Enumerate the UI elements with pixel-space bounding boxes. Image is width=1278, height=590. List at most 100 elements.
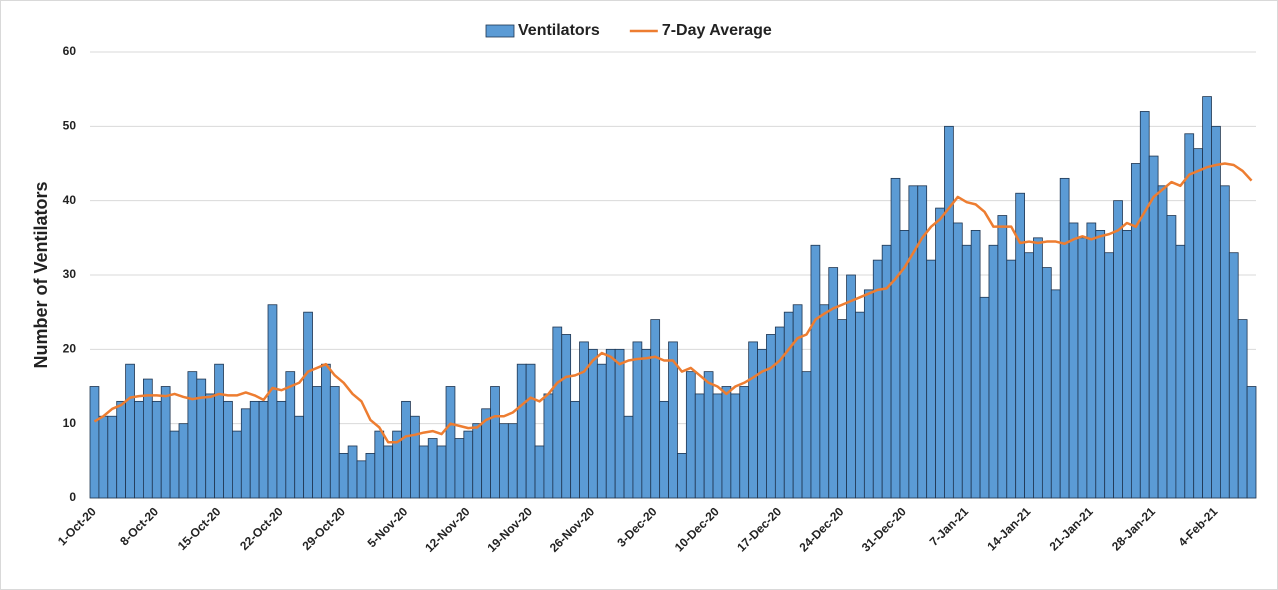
bar bbox=[837, 319, 847, 499]
bar bbox=[1006, 259, 1017, 499]
bar bbox=[730, 393, 741, 499]
bar bbox=[694, 393, 705, 499]
bar bbox=[321, 363, 331, 499]
bar bbox=[223, 400, 233, 499]
bar bbox=[1041, 267, 1052, 499]
bar bbox=[872, 259, 883, 499]
bar bbox=[783, 311, 794, 499]
bar bbox=[1130, 163, 1141, 499]
bar bbox=[1202, 96, 1212, 499]
bar bbox=[685, 371, 696, 499]
y-tick-label: 30 bbox=[63, 267, 77, 281]
bar bbox=[1104, 252, 1114, 499]
bar bbox=[312, 386, 322, 499]
bar bbox=[997, 215, 1008, 499]
bar bbox=[347, 445, 358, 499]
bar bbox=[1184, 133, 1195, 499]
bar bbox=[952, 222, 963, 499]
bar bbox=[988, 244, 999, 499]
bar bbox=[1059, 177, 1070, 499]
bar bbox=[579, 341, 589, 499]
bar bbox=[1193, 148, 1203, 499]
bar bbox=[383, 445, 394, 499]
bar bbox=[641, 348, 652, 499]
bar bbox=[294, 415, 305, 499]
bar bbox=[285, 371, 296, 499]
bar bbox=[970, 229, 981, 499]
bar bbox=[116, 400, 127, 499]
bar bbox=[712, 393, 723, 499]
bar bbox=[1024, 252, 1034, 499]
bar bbox=[507, 423, 518, 499]
bar bbox=[596, 363, 607, 499]
bar bbox=[160, 386, 171, 499]
bar bbox=[855, 311, 865, 499]
bar bbox=[561, 334, 572, 499]
bar bbox=[935, 207, 945, 499]
bar bbox=[134, 400, 144, 499]
bar bbox=[668, 341, 678, 499]
bar bbox=[490, 386, 500, 499]
y-tick-label: 10 bbox=[63, 416, 77, 430]
bar bbox=[979, 296, 990, 499]
bar bbox=[516, 363, 527, 499]
bar bbox=[659, 400, 669, 499]
bar bbox=[614, 348, 625, 499]
bar bbox=[240, 408, 251, 499]
bar bbox=[1175, 244, 1186, 499]
bar bbox=[1068, 222, 1079, 499]
bar bbox=[89, 386, 100, 499]
bar bbox=[1237, 319, 1248, 499]
bar bbox=[232, 430, 242, 499]
bar bbox=[178, 423, 189, 499]
bar bbox=[303, 311, 313, 499]
bar bbox=[276, 400, 287, 499]
bar bbox=[463, 430, 474, 499]
y-tick-label: 60 bbox=[63, 44, 77, 58]
bar bbox=[810, 244, 821, 499]
bar bbox=[418, 445, 429, 499]
bar bbox=[766, 334, 776, 499]
y-tick-label: 40 bbox=[63, 193, 77, 207]
bar bbox=[1095, 229, 1106, 499]
bar bbox=[107, 415, 118, 499]
y-tick-label: 20 bbox=[63, 342, 77, 356]
bar bbox=[98, 415, 109, 499]
bar bbox=[214, 363, 224, 499]
bar bbox=[846, 274, 856, 499]
bar bbox=[926, 259, 936, 499]
bar bbox=[267, 304, 278, 499]
y-axis-label: Number of Ventilators bbox=[31, 181, 51, 368]
bar bbox=[605, 348, 616, 499]
bar bbox=[1050, 289, 1061, 499]
bar bbox=[801, 371, 812, 499]
average-line bbox=[93, 162, 1253, 444]
bar bbox=[338, 452, 349, 499]
bar bbox=[445, 386, 456, 499]
bar bbox=[721, 386, 732, 499]
bar bbox=[534, 445, 545, 499]
bar bbox=[552, 326, 563, 499]
bar bbox=[1228, 252, 1239, 499]
bar bbox=[623, 415, 634, 499]
bar bbox=[329, 386, 340, 499]
bar bbox=[258, 400, 269, 499]
bar bbox=[792, 304, 803, 499]
bar bbox=[356, 460, 367, 499]
bar bbox=[1166, 215, 1177, 499]
bar bbox=[472, 423, 483, 499]
bar bbox=[187, 371, 198, 499]
bar bbox=[588, 348, 598, 499]
bar bbox=[1246, 386, 1257, 499]
bar bbox=[151, 400, 162, 499]
bar bbox=[944, 125, 954, 499]
bar bbox=[819, 304, 830, 499]
y-tick-label: 50 bbox=[63, 119, 77, 133]
bar bbox=[1122, 229, 1132, 499]
bar bbox=[1157, 185, 1168, 499]
bar bbox=[436, 445, 447, 499]
bar bbox=[632, 341, 643, 499]
legend-label: 7-Day Average bbox=[662, 22, 772, 39]
bar bbox=[401, 400, 411, 499]
